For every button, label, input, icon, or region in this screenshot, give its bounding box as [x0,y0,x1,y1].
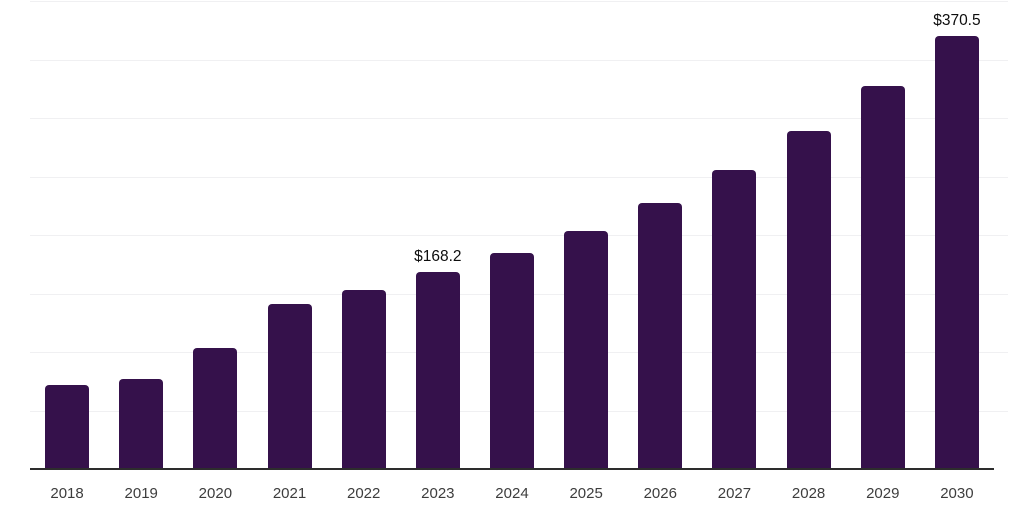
bar-2029[interactable] [860,86,905,469]
gridline-400 [30,1,1008,2]
value-label-2023: $168.2 [414,248,462,266]
bar-2022[interactable] [341,289,386,469]
bar-2023[interactable] [415,272,460,469]
x-tick-2023: 2023 [421,485,455,502]
bar-2027[interactable] [712,170,757,469]
bar-2030[interactable] [934,35,979,469]
x-axis-line [30,468,994,470]
gridline-250 [30,176,1008,178]
value-label-2030: $370.5 [933,11,981,29]
bar-2024[interactable] [490,253,534,469]
x-tick-2028: 2028 [791,485,826,502]
x-tick-2027: 2027 [717,485,752,502]
gridline-350 [30,59,1008,61]
x-tick-2030: 2030 [940,485,974,502]
x-tick-2020: 2020 [198,485,233,502]
gridline-200 [30,235,1008,236]
bar-2018[interactable] [45,384,90,469]
bar-2019[interactable] [119,378,164,469]
x-tick-2025: 2025 [569,485,603,502]
bar-2026[interactable] [638,203,683,469]
x-tick-2022: 2022 [346,485,381,502]
x-tick-2018: 2018 [50,485,84,502]
gridline-300 [30,118,1008,119]
bar-2020[interactable] [193,347,238,469]
bar-2028[interactable] [786,130,831,469]
bar-2021[interactable] [267,303,312,469]
x-tick-2029: 2029 [866,485,900,502]
bar-2025[interactable] [564,230,609,469]
x-tick-2019: 2019 [124,485,158,502]
x-tick-2021: 2021 [272,485,307,502]
x-tick-2024: 2024 [495,485,529,502]
x-tick-2026: 2026 [643,485,677,502]
